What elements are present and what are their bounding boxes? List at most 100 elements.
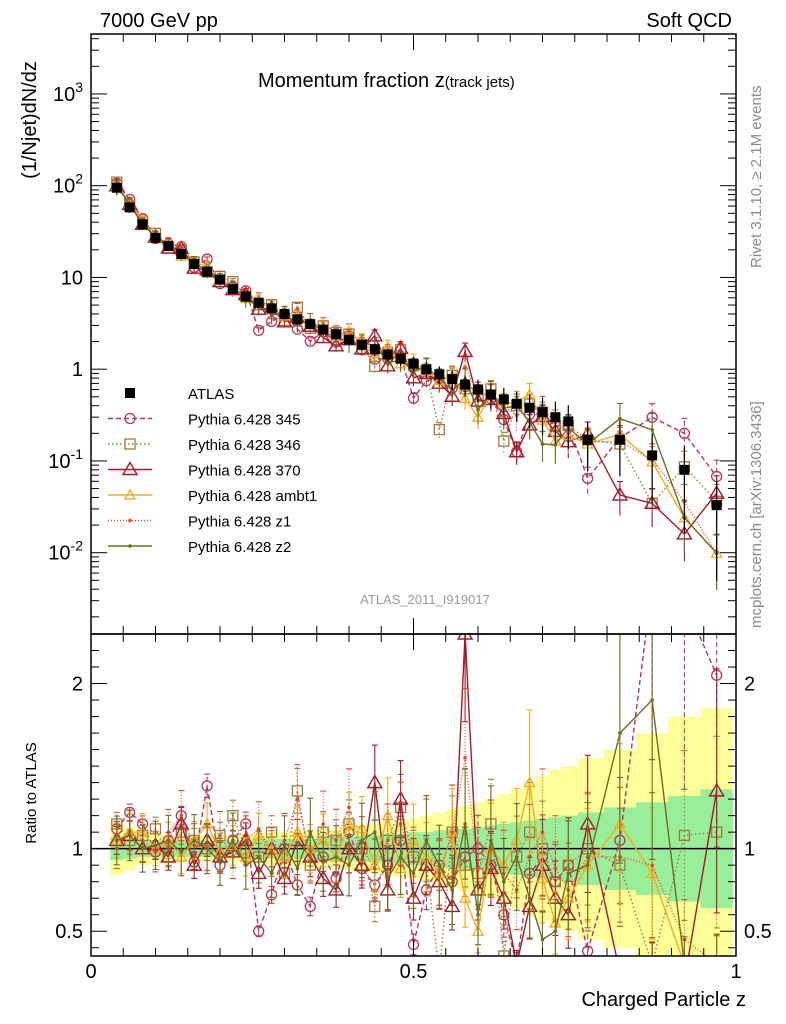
series-5-ratio <box>113 634 720 956</box>
legend-entry: Pythia 6.428 z2 <box>108 539 291 556</box>
series-1-ratio-point <box>291 785 304 797</box>
ratio-tick-label-right: 0.5 <box>744 921 772 943</box>
ratio-plot-series <box>108 634 725 978</box>
series-2-main-point <box>405 369 422 384</box>
atlas-data-point <box>356 339 367 350</box>
atlas-data-point <box>318 324 329 335</box>
series-0-main-point <box>582 472 594 485</box>
series-5-ratio-point <box>256 855 261 859</box>
series-5-ratio-point <box>360 838 364 843</box>
ratio-tick-label: 0.5 <box>55 921 83 943</box>
series-5-main-point <box>650 428 654 432</box>
series-3-ratio-point <box>291 825 304 837</box>
series-4-main-point <box>463 365 467 369</box>
series-4-ratio-point <box>218 833 222 838</box>
series-2-ratio-point <box>392 790 409 805</box>
mcplots-label: mcplots.cern.ch [arXiv:1306.3436] <box>748 401 765 628</box>
series-2-ratio-point <box>516 955 517 956</box>
header-left: 7000 GeV pp <box>100 10 218 32</box>
legend-marker <box>125 388 135 398</box>
series-2-ratio-point <box>652 955 653 956</box>
series-5-ratio-point <box>231 838 235 843</box>
series-0-main-line <box>116 182 718 480</box>
atlas-data-point <box>266 303 277 314</box>
atlas-data-point <box>408 358 419 369</box>
series-2-main-point <box>314 329 332 344</box>
y-tick-label: 103 <box>53 79 83 106</box>
series-5-ratio-point <box>476 912 480 917</box>
atlas-data-point <box>369 344 380 355</box>
atlas-data-point <box>305 319 316 330</box>
series-5-ratio-point <box>334 855 338 859</box>
series-5-ratio-point <box>115 838 119 843</box>
series-5-ratio-point <box>618 731 622 735</box>
atlas-data-point <box>344 334 354 345</box>
series-5-ratio-point <box>424 838 429 843</box>
x-axis-label: Charged Particle z <box>581 989 746 1011</box>
atlas-data-point <box>150 232 161 243</box>
atlas-data-point <box>421 364 432 375</box>
series-2-main-point <box>276 313 293 328</box>
series-1-main-point <box>433 423 445 436</box>
legend: ATLAS Pythia 6.428 345 Pythia 6.428 346 Pyt… <box>108 386 317 556</box>
series-4-ratio-point <box>715 962 719 966</box>
series-4-ratio-point <box>553 866 558 871</box>
series-4-ratio-point <box>347 805 351 810</box>
series-5-ratio-point <box>179 850 184 854</box>
rivet-label: Rivet 3.1.10, ≥ 2.1M events <box>748 86 765 269</box>
series-3-ratio-point <box>458 891 472 903</box>
series-2-ratio-point <box>327 881 345 896</box>
atlas-data-point <box>711 500 722 511</box>
analysis-label: ATLAS_2011_I919017 <box>360 592 490 607</box>
x-tick-label: 0 <box>85 961 96 983</box>
x-tick-label: 0.5 <box>400 961 428 983</box>
ratio-tick-label-right: 1 <box>744 839 755 861</box>
series-2-ratio-point <box>276 870 293 885</box>
series-5-main-point <box>450 388 455 393</box>
series-5-ratio-point <box>192 838 196 843</box>
series-5-ratio-point <box>463 822 467 826</box>
atlas-data-point <box>137 219 148 230</box>
series-2-ratio-point <box>366 774 384 789</box>
series-5-main-point <box>553 442 558 447</box>
series-1-ratio-point <box>498 950 510 956</box>
y-tick-label: 10-1 <box>48 446 83 473</box>
series-5-ratio-point <box>282 843 287 848</box>
series-5-ratio-point <box>373 830 377 834</box>
series-0-main <box>111 177 723 505</box>
series-0-ratio-point <box>201 780 213 792</box>
ratio-y-axis-label: Ratio to ATLAS <box>23 742 40 843</box>
y-tick-label: 10 <box>61 267 83 289</box>
series-5-ratio-point <box>411 871 416 876</box>
legend-marker <box>123 488 137 500</box>
series-2-main-point <box>508 443 525 458</box>
series-5-ratio-point <box>553 929 558 934</box>
series-5-ratio-point <box>585 863 590 867</box>
series-4-ratio-point <box>540 830 545 834</box>
legend-entry: Pythia 6.428 346 <box>108 437 301 454</box>
series-4-main-point <box>347 328 351 333</box>
atlas-data-point <box>227 283 238 294</box>
x-tick-label: 1 <box>730 961 741 983</box>
atlas-data-point <box>563 416 574 427</box>
series-5-ratio-point <box>347 863 351 867</box>
y-tick-label: 102 <box>53 171 83 198</box>
series-1-ratio-point <box>647 959 657 969</box>
series-2-main-point <box>456 342 474 358</box>
legend-entry: Pythia 6.428 ambt1 <box>108 488 317 505</box>
atlas-data-point <box>537 407 548 418</box>
atlas-data-point <box>331 329 342 340</box>
series-5-ratio-point <box>527 896 532 901</box>
series-5-ratio-point <box>127 833 132 838</box>
series-5-ratio-point <box>321 860 326 864</box>
series-5-main-point <box>476 408 480 412</box>
series-0-main-point <box>304 335 316 347</box>
series-2-ratio-point <box>708 782 725 797</box>
series-1-ratio-point <box>434 968 444 978</box>
atlas-data-point <box>498 394 509 405</box>
series-1-ratio-point <box>369 900 381 913</box>
atlas-data-point <box>202 266 213 277</box>
atlas-data-point <box>550 412 561 423</box>
legend-entry: Pythia 6.428 345 <box>108 412 301 429</box>
atlas-data-point <box>447 374 458 385</box>
